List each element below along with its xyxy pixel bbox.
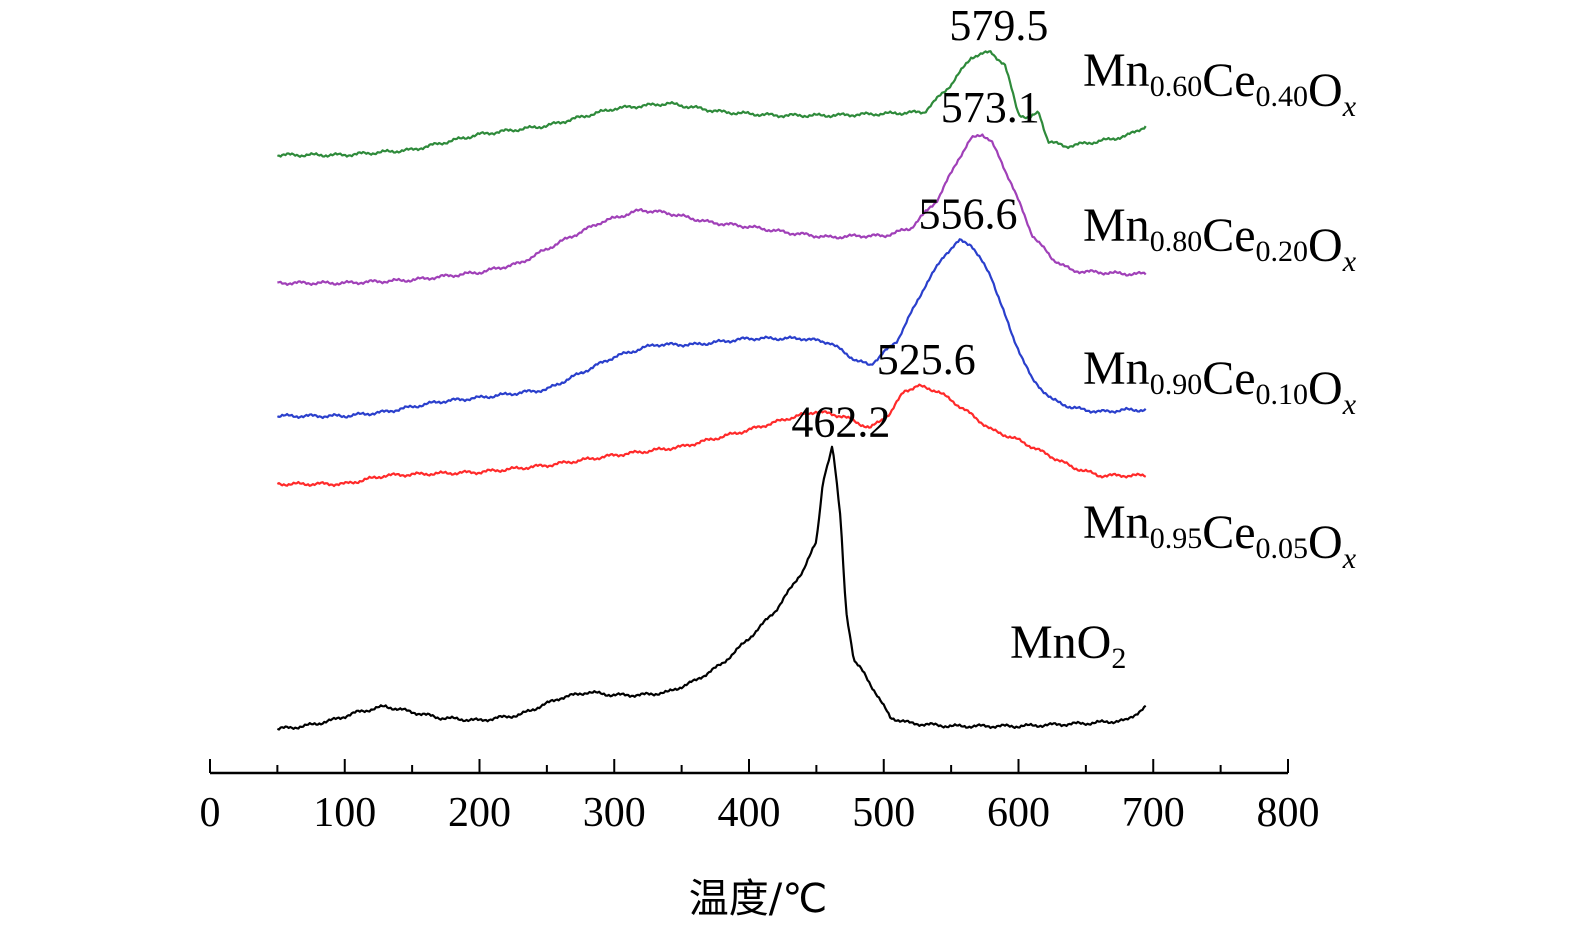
- x-tick-label: 100: [313, 790, 376, 836]
- peak-label-mno2: 462.2: [791, 397, 890, 446]
- series-line-mn060: [277, 50, 1147, 158]
- x-tick-label: 400: [718, 790, 781, 836]
- series-label-mno2: MnO2: [1010, 616, 1126, 675]
- series-line-mno2: [277, 445, 1147, 731]
- peak-labels-group: 462.2 525.6 556.6 573.1 579.5: [791, 1, 1048, 447]
- curves-group: [276, 50, 1147, 731]
- peak-label-mn090: 556.6: [919, 190, 1018, 239]
- peak-label-mn095: 525.6: [877, 335, 976, 384]
- series-line-mn095: [276, 383, 1147, 488]
- series-label-mn060: Mn0.60Ce0.40Ox: [1083, 44, 1357, 123]
- series-line-mn080: [277, 133, 1147, 286]
- series-label-mn095: Mn0.95Ce0.05Ox: [1083, 496, 1357, 575]
- series-label-mn090: Mn0.90Ce0.10Ox: [1083, 342, 1357, 421]
- x-tick-label: 800: [1257, 790, 1320, 836]
- series-label-mn080: Mn0.80Ce0.20Ox: [1083, 199, 1357, 278]
- x-tick-label: 500: [852, 790, 915, 836]
- x-tick-label: 200: [448, 790, 511, 836]
- series-labels-group: MnO2 Mn0.95Ce0.05Ox Mn0.90Ce0.10Ox Mn0.80Ce…: [1010, 44, 1357, 675]
- peak-label-mn060: 579.5: [949, 1, 1048, 50]
- x-axis: 0 100 200 300 400 500 600 700 800: [200, 759, 1320, 836]
- peak-label-mn080: 573.1: [941, 83, 1040, 132]
- x-tick-label: 300: [583, 790, 646, 836]
- x-axis-title: 温度/℃: [689, 876, 827, 922]
- x-tick-label: 0: [200, 790, 221, 836]
- x-tick-label: 700: [1122, 790, 1185, 836]
- series-line-mn090: [276, 238, 1147, 420]
- x-tick-label: 600: [987, 790, 1050, 836]
